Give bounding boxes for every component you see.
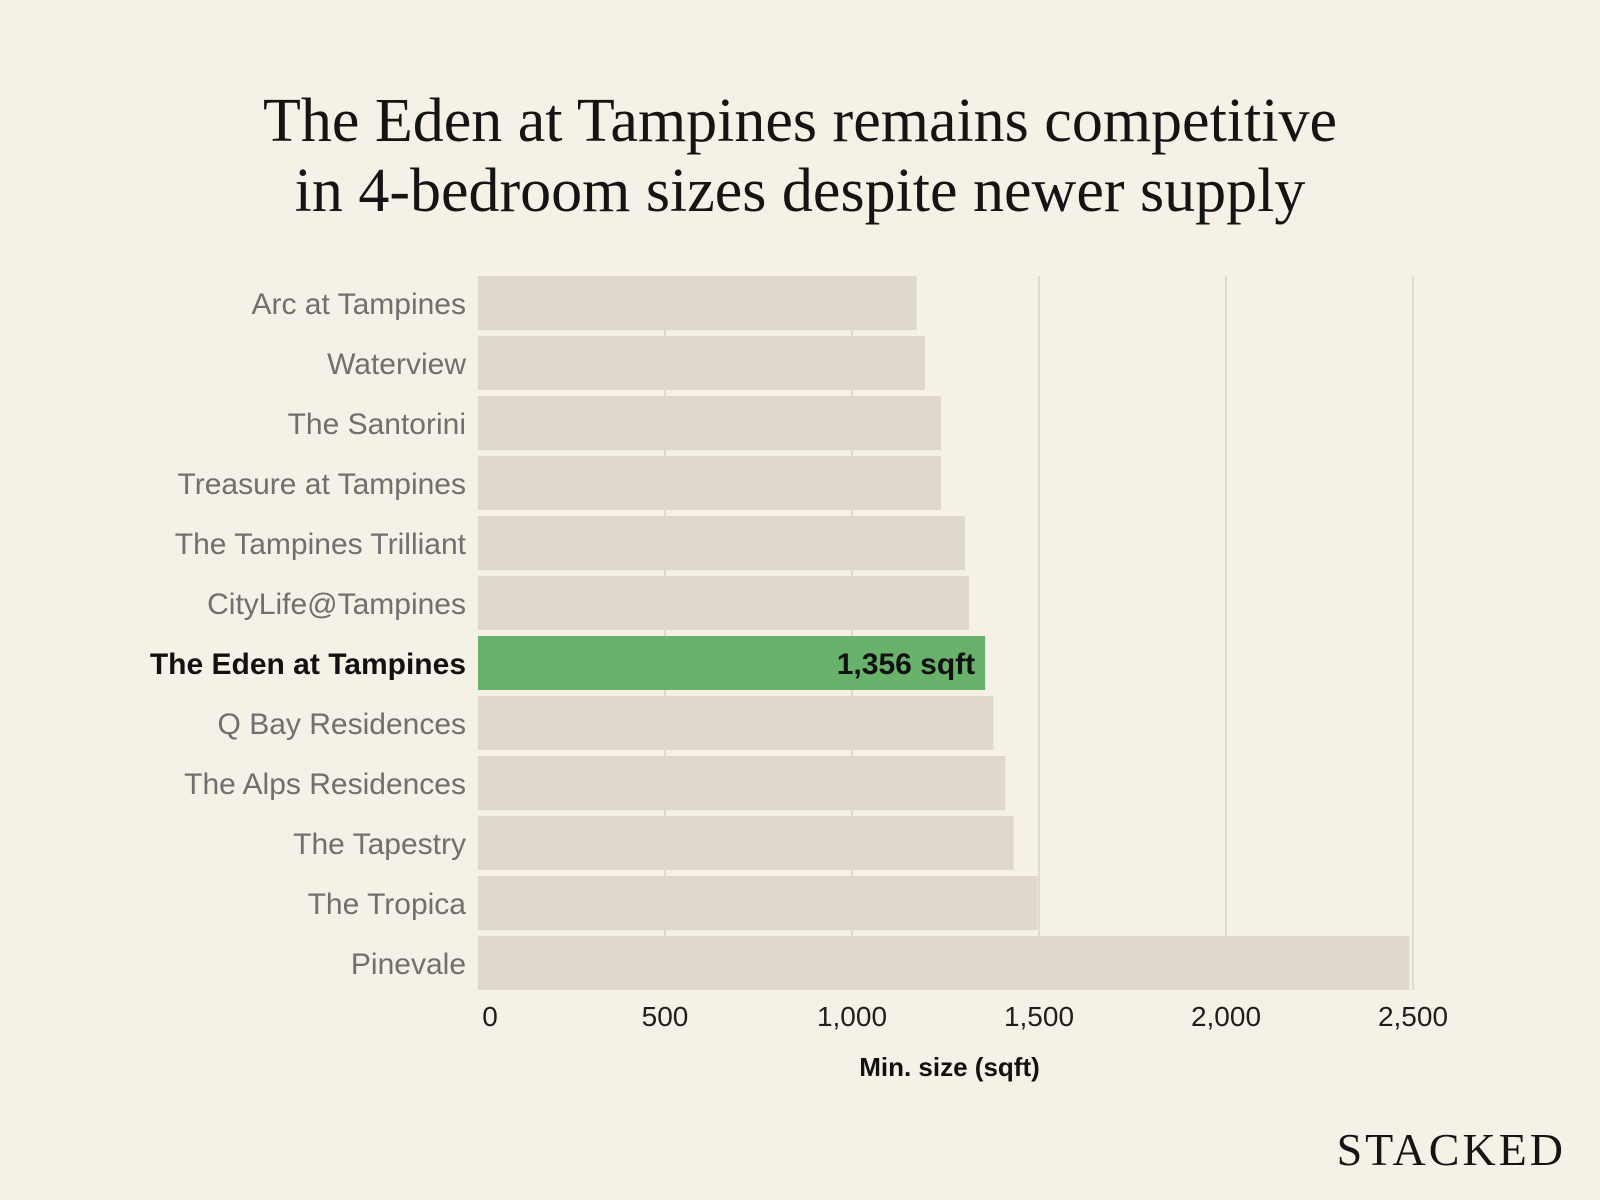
category-label-the-tropica: The Tropica xyxy=(308,888,467,921)
category-label-pinevale: Pinevale xyxy=(351,948,466,981)
chart-title-line-1: The Eden at Tampines remains competitive xyxy=(262,87,1337,155)
x-axis-title: Min. size (sqft) xyxy=(859,1052,1040,1082)
x-tick-label-500: 500 xyxy=(642,1001,689,1032)
bar-arc-at-tampines xyxy=(478,276,917,330)
data-label-eden-at-tampines: 1,356 sqft xyxy=(837,648,975,681)
category-label-the-santorini: The Santorini xyxy=(288,408,466,441)
bar-the-santorini xyxy=(478,396,942,450)
bar-treasure-at-tampines xyxy=(478,456,942,510)
x-tick-label-1500: 1,500 xyxy=(1004,1001,1074,1032)
x-tick-label-2500: 2,500 xyxy=(1378,1001,1448,1032)
bar-waterview xyxy=(478,336,925,390)
chart-title: The Eden at Tampines remains competitive… xyxy=(0,86,1600,226)
bar-the-eden-at-tampines xyxy=(478,636,986,690)
chart-title-line-2: in 4-bedroom sizes despite newer supply xyxy=(294,157,1306,225)
category-label-arc-at-tampines: Arc at Tampines xyxy=(251,288,466,321)
bar-q-bay-residences xyxy=(478,696,994,750)
stacked-logo: STACKED xyxy=(1336,1124,1566,1175)
bar-the-tapestry xyxy=(478,816,1014,870)
category-label-q-bay-residences: Q Bay Residences xyxy=(218,708,466,741)
bar-the-alps-residences xyxy=(478,756,1006,810)
x-tick-label-2000: 2,000 xyxy=(1191,1001,1261,1032)
category-label-citylife-tampines: CityLife@Tampines xyxy=(207,588,466,621)
bar-the-tampines-trilliant xyxy=(478,516,965,570)
bar-citylife-tampines xyxy=(478,576,970,630)
x-tick-label-0: 0 xyxy=(482,1001,498,1032)
category-label-the-eden-at-tampines: The Eden at Tampines xyxy=(150,648,466,681)
category-label-treasure-at-tampines: Treasure at Tampines xyxy=(178,468,466,501)
bar-the-tropica xyxy=(478,876,1038,930)
bar-pinevale xyxy=(478,936,1410,990)
x-tick-label-1000: 1,000 xyxy=(817,1001,887,1032)
category-label-the-tapestry: The Tapestry xyxy=(293,828,466,861)
category-label-the-alps-residences: The Alps Residences xyxy=(184,768,466,801)
category-label-the-tampines-trilliant: The Tampines Trilliant xyxy=(175,528,467,561)
category-label-waterview: Waterview xyxy=(327,348,466,381)
